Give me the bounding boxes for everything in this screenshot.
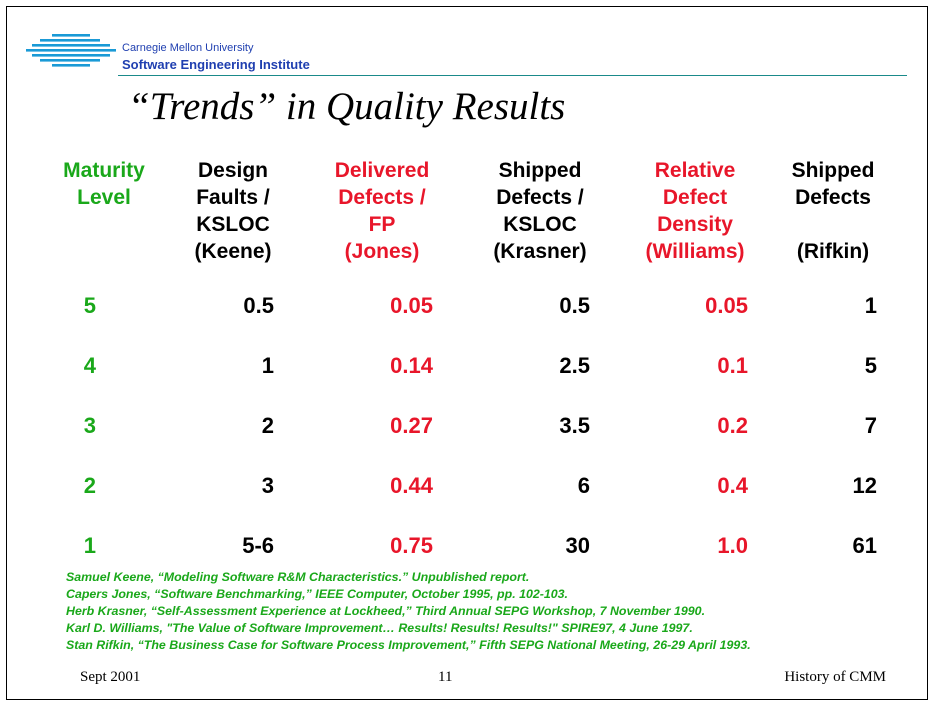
maturity-level-cell: 1: [83, 533, 96, 558]
maturity-level-cell: 5: [83, 293, 96, 318]
table-cell: 7: [864, 413, 877, 438]
table-cell: 2.5: [559, 353, 590, 378]
table-cell: 5: [864, 353, 877, 378]
footer-date: Sept 2001: [80, 669, 141, 685]
footer-page-number: 11: [438, 669, 453, 685]
table-cell: 12: [852, 473, 877, 498]
references: Samuel Keene, “Modeling Software R&M Cha…: [66, 569, 751, 654]
table-cell: 5-6: [242, 533, 274, 558]
reference-item: Capers Jones, “Software Benchmarking,” I…: [66, 587, 568, 601]
table-cell: 0.1: [717, 353, 748, 378]
reference-item: Samuel Keene, “Modeling Software R&M Cha…: [66, 570, 530, 584]
column-header: Shipped Defects / KSLOC (Krasner): [493, 159, 587, 263]
table-cell: 0.4: [717, 473, 748, 498]
table-cell: 0.05: [705, 293, 748, 318]
maturity-level-cell: 2: [83, 473, 96, 498]
reference-item: Stan Rifkin, “The Business Case for Soft…: [66, 638, 751, 652]
org-institute: Software Engineering Institute: [122, 57, 310, 72]
column-header: Relative Defect Density (Williams): [645, 159, 745, 263]
sei-logo-icon: [26, 34, 116, 67]
table-cell: 1: [864, 293, 877, 318]
table-cell: 0.5: [559, 293, 590, 318]
table-cell: 30: [565, 533, 590, 558]
table-cell: 0.2: [717, 413, 748, 438]
table-cell: 6: [577, 473, 590, 498]
column-header: Shipped Defects (Rifkin): [791, 159, 875, 263]
table-cell: 0.14: [390, 353, 433, 378]
column-header: Delivered Defects / FP (Jones): [334, 159, 430, 263]
table-cell: 0.05: [390, 293, 433, 318]
column-header: Maturity Level: [63, 159, 145, 209]
table-cell: 2: [261, 413, 274, 438]
table-cell: 1: [261, 353, 274, 378]
table-cell: 61: [852, 533, 877, 558]
table-cell: 0.44: [390, 473, 433, 498]
table-cell: 0.27: [390, 413, 433, 438]
reference-item: Herb Krasner, “Self-Assessment Experienc…: [66, 604, 706, 618]
maturity-level-cell: 3: [83, 413, 96, 438]
column-header: Design Faults / KSLOC (Keene): [194, 159, 272, 263]
reference-item: Karl D. Williams, "The Value of Software…: [66, 621, 693, 635]
slide-frame: [6, 6, 928, 700]
org-university: Carnegie Mellon University: [122, 42, 254, 54]
table-cell: 0.5: [243, 293, 274, 318]
header-rule: [118, 75, 907, 76]
table-cell: 3.5: [559, 413, 590, 438]
maturity-level-cell: 4: [83, 353, 96, 378]
slide-title: “Trends” in Quality Results: [128, 85, 566, 128]
table-cell: 0.75: [390, 533, 433, 558]
footer-section: History of CMM: [784, 669, 886, 685]
table-cell: 1.0: [717, 533, 748, 558]
table-cell: 3: [261, 473, 274, 498]
